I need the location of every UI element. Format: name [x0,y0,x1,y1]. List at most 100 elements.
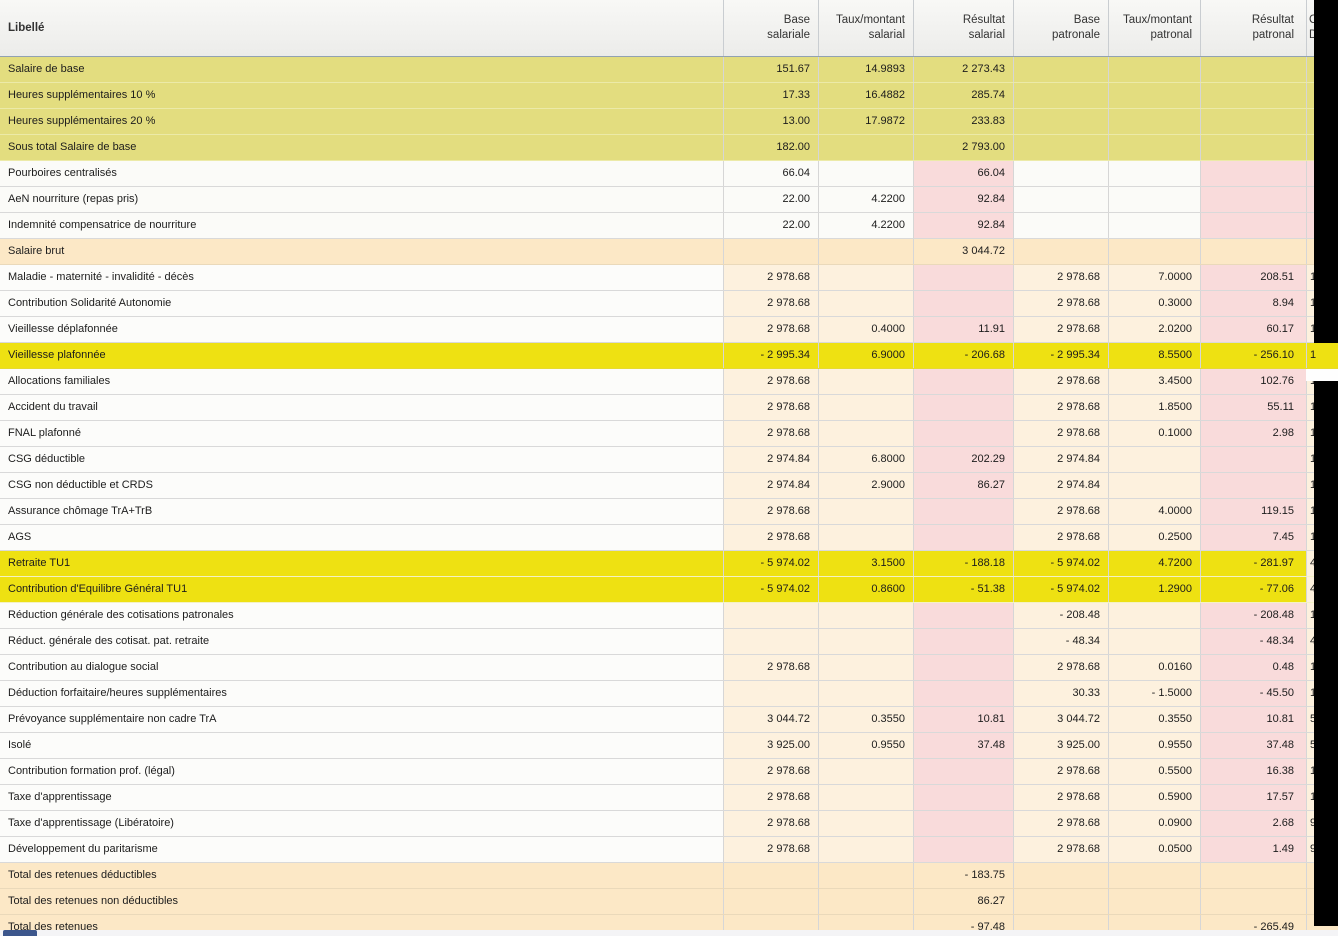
cell-base_sal[interactable]: 2 978.68 [723,759,818,784]
cell-res_pat[interactable] [1200,57,1306,82]
cell-res_sal[interactable] [913,681,1013,706]
cell-base_pat[interactable]: 3 925.00 [1013,733,1108,758]
cell-taux_pat[interactable]: 4.7200 [1108,551,1200,576]
cell-taux_sal[interactable] [818,811,913,836]
cell-base_sal[interactable]: 66.04 [723,161,818,186]
table-row[interactable]: Indemnité compensatrice de nourriture22.… [0,213,1338,239]
cell-taux_sal[interactable]: 6.9000 [818,343,913,368]
cell-base_pat[interactable]: - 5 974.02 [1013,577,1108,602]
cell-res_pat[interactable]: - 77.06 [1200,577,1306,602]
cell-base_pat[interactable]: 2 978.68 [1013,655,1108,680]
cell-label[interactable]: CSG non déductible et CRDS [0,473,723,498]
cell-taux_pat[interactable]: 0.2500 [1108,525,1200,550]
cell-base_pat[interactable] [1013,187,1108,212]
cell-taux_sal[interactable] [818,655,913,680]
cell-res_sal[interactable] [913,395,1013,420]
cell-res_sal[interactable]: 3 044.72 [913,239,1013,264]
cell-label[interactable]: Total des retenues déductibles [0,863,723,888]
cell-res_pat[interactable]: 1.49 [1200,837,1306,862]
cell-base_sal[interactable]: 2 978.68 [723,369,818,394]
cell-res_sal[interactable]: 92.84 [913,213,1013,238]
cell-taux_pat[interactable]: 1.8500 [1108,395,1200,420]
cell-res_pat[interactable]: - 45.50 [1200,681,1306,706]
cell-res_pat[interactable]: 119.15 [1200,499,1306,524]
cell-taux_pat[interactable] [1108,83,1200,108]
table-row[interactable]: Total des retenues déductibles- 183.75 [0,863,1338,889]
cell-res_pat[interactable]: 37.48 [1200,733,1306,758]
cell-res_sal[interactable]: 86.27 [913,473,1013,498]
cell-res_pat[interactable] [1200,473,1306,498]
cell-base_sal[interactable]: 2 978.68 [723,421,818,446]
cell-base_sal[interactable]: 2 978.68 [723,785,818,810]
cell-res_pat[interactable] [1200,83,1306,108]
cell-base_sal[interactable]: 2 978.68 [723,395,818,420]
cell-base_pat[interactable]: 2 974.84 [1013,473,1108,498]
cell-res_sal[interactable] [913,759,1013,784]
cell-res_sal[interactable]: - 206.68 [913,343,1013,368]
cell-taux_pat[interactable]: 2.0200 [1108,317,1200,342]
cell-taux_pat[interactable]: 0.9550 [1108,733,1200,758]
cell-taux_pat[interactable] [1108,603,1200,628]
cell-base_sal[interactable]: 2 978.68 [723,655,818,680]
cell-res_pat[interactable]: 2.68 [1200,811,1306,836]
cell-res_sal[interactable] [913,603,1013,628]
cell-taux_pat[interactable]: - 1.5000 [1108,681,1200,706]
cell-res_pat[interactable] [1200,187,1306,212]
cell-label[interactable]: Pourboires centralisés [0,161,723,186]
cell-taux_pat[interactable]: 0.0900 [1108,811,1200,836]
cell-res_sal[interactable]: - 188.18 [913,551,1013,576]
cell-base_pat[interactable]: 2 974.84 [1013,447,1108,472]
cell-label[interactable]: Isolé [0,733,723,758]
cell-res_pat[interactable]: - 208.48 [1200,603,1306,628]
table-row[interactable]: Accident du travail2 978.682 978.681.850… [0,395,1338,421]
table-row[interactable]: Prévoyance supplémentaire non cadre TrA3… [0,707,1338,733]
cell-label[interactable]: Taxe d'apprentissage [0,785,723,810]
cell-label[interactable]: Contribution Solidarité Autonomie [0,291,723,316]
cell-taux_sal[interactable] [818,915,913,930]
cell-taux_pat[interactable]: 0.3550 [1108,707,1200,732]
cell-taux_pat[interactable]: 0.5900 [1108,785,1200,810]
cell-taux_pat[interactable]: 0.0160 [1108,655,1200,680]
cell-base_sal[interactable]: 22.00 [723,187,818,212]
cell-taux_sal[interactable] [818,785,913,810]
cell-label[interactable]: Vieillesse déplafonnée [0,317,723,342]
table-row[interactable]: CSG déductible2 974.846.8000202.292 974.… [0,447,1338,473]
cell-base_pat[interactable]: 2 978.68 [1013,265,1108,290]
cell-taux_sal[interactable]: 6.8000 [818,447,913,472]
table-row[interactable]: Réduction générale des cotisations patro… [0,603,1338,629]
cell-base_sal[interactable]: 3 925.00 [723,733,818,758]
table-row[interactable]: Salaire brut3 044.72 [0,239,1338,265]
cell-res_pat[interactable]: 102.76 [1200,369,1306,394]
cell-label[interactable]: Total des retenues non déductibles [0,889,723,914]
cell-res_sal[interactable]: 86.27 [913,889,1013,914]
cell-taux_sal[interactable]: 3.1500 [818,551,913,576]
table-row[interactable]: Total des retenues non déductibles 86.27 [0,889,1338,915]
cell-label[interactable]: AGS [0,525,723,550]
cell-base_pat[interactable]: 2 978.68 [1013,317,1108,342]
table-row[interactable]: Sous total Salaire de base182.002 793.00 [0,135,1338,161]
cell-res_pat[interactable]: - 48.34 [1200,629,1306,654]
cell-res_pat[interactable]: - 281.97 [1200,551,1306,576]
cell-taux_sal[interactable] [818,239,913,264]
table-row[interactable]: Développement du paritarisme2 978.682 97… [0,837,1338,863]
cell-taux_sal[interactable]: 4.2200 [818,213,913,238]
cell-taux_pat[interactable] [1108,889,1200,914]
table-row[interactable]: Contribution d'Equilibre Général TU1- 5 … [0,577,1338,603]
cell-base_sal[interactable]: 2 978.68 [723,499,818,524]
cell-res_sal[interactable]: 285.74 [913,83,1013,108]
cell-res_sal[interactable]: 37.48 [913,733,1013,758]
table-row[interactable]: Contribution au dialogue social2 978.682… [0,655,1338,681]
cell-res_sal[interactable] [913,291,1013,316]
table-row[interactable]: Vieillesse plafonnée- 2 995.346.9000- 20… [0,343,1338,369]
cell-taux_sal[interactable] [818,889,913,914]
cell-base_pat[interactable]: 2 978.68 [1013,759,1108,784]
cell-base_pat[interactable]: - 5 974.02 [1013,551,1108,576]
table-row[interactable]: Réduct. générale des cotisat. pat. retra… [0,629,1338,655]
cell-base_pat[interactable]: 2 978.68 [1013,837,1108,862]
cell-res_pat[interactable] [1200,447,1306,472]
cell-taux_sal[interactable] [818,161,913,186]
table-row[interactable]: Assurance chômage TrA+TrB2 978.682 978.6… [0,499,1338,525]
cell-label[interactable]: Heures supplémentaires 20 % [0,109,723,134]
cell-taux_sal[interactable]: 16.4882 [818,83,913,108]
cell-res_sal[interactable]: 66.04 [913,161,1013,186]
